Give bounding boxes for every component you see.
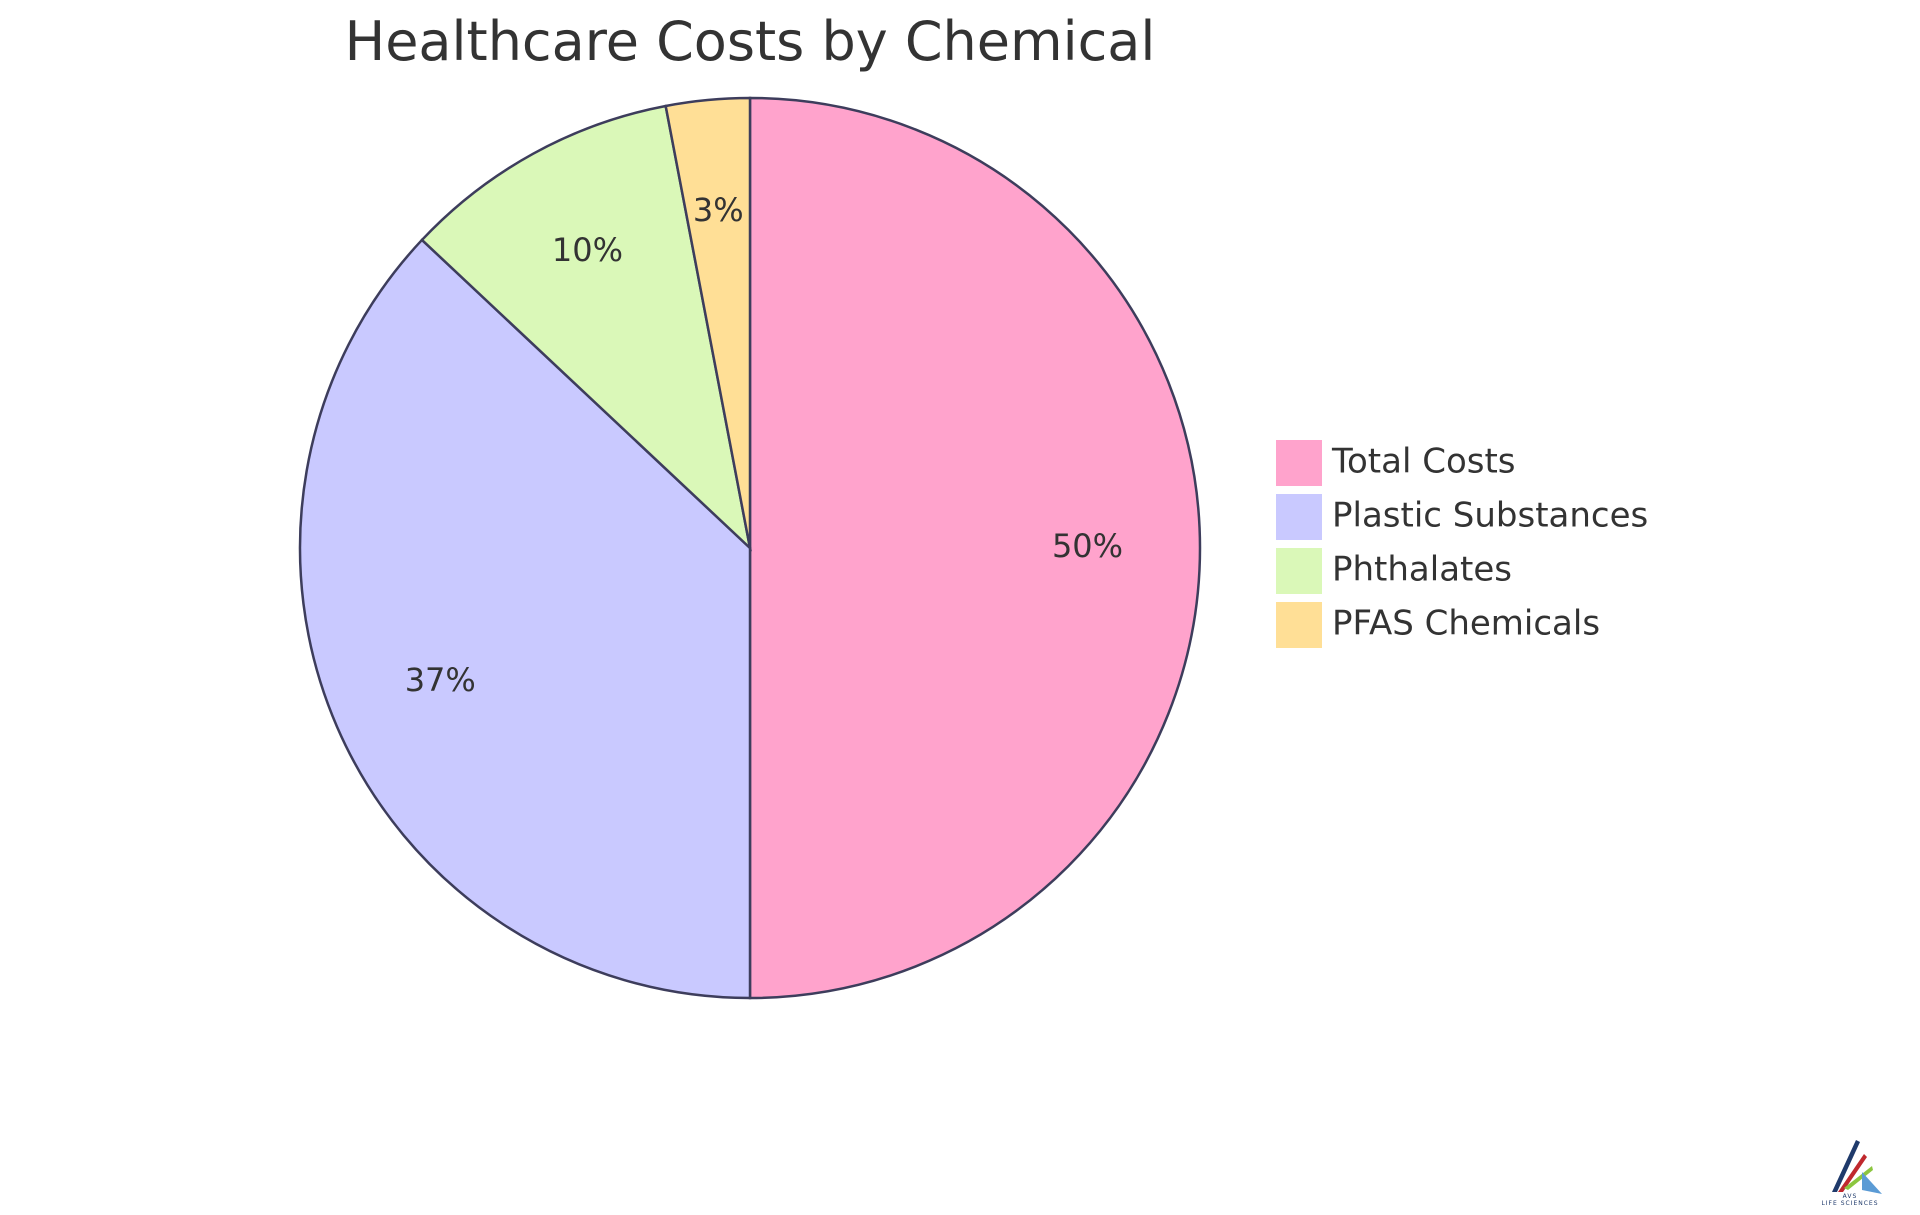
legend-swatch-phthalates bbox=[1276, 548, 1322, 594]
logo-bottom-text: LIFE SCIENCES bbox=[1821, 1200, 1878, 1207]
pie-slice-phthalates bbox=[420, 104, 752, 552]
slice-label-phthalates: 10% bbox=[552, 231, 623, 269]
logo-green-stroke bbox=[1844, 1166, 1873, 1190]
pie-slice-pfas-chemicals bbox=[664, 96, 752, 549]
legend-label-plastic-substances: Plastic Substances bbox=[1332, 496, 1648, 536]
legend-swatch-total-costs bbox=[1276, 440, 1322, 486]
slice-label-pfas-chemicals: 3% bbox=[693, 191, 744, 229]
logo-dark-stroke bbox=[1832, 1140, 1860, 1192]
pie-slices bbox=[298, 96, 1202, 1000]
legend-label-phthalates: Phthalates bbox=[1332, 550, 1512, 590]
slice-label-plastic-substances: 37% bbox=[405, 661, 476, 699]
logo-top-text: AVS bbox=[1843, 1193, 1858, 1200]
chart-legend: Total Costs Plastic Substances Phthalates P… bbox=[1276, 440, 1648, 648]
legend-swatch-pfas-chemicals bbox=[1276, 602, 1322, 648]
pie-slice-plastic-substances bbox=[298, 238, 752, 1000]
logo-red-stroke bbox=[1838, 1154, 1867, 1192]
company-logo: AVS LIFE SCIENCES bbox=[1821, 1140, 1882, 1207]
legend-label-pfas-chemicals: PFAS Chemicals bbox=[1332, 604, 1600, 644]
pie-slice-total-costs bbox=[748, 96, 1202, 1000]
logo-blue-triangle bbox=[1862, 1172, 1882, 1194]
legend-label-total-costs: Total Costs bbox=[1331, 442, 1516, 482]
legend-swatch-plastic-substances bbox=[1276, 494, 1322, 540]
pie-slice-labels: 50% 37% 10% 3% bbox=[405, 191, 1123, 699]
chart-title: Healthcare Costs by Chemical bbox=[345, 10, 1156, 73]
slice-label-total-costs: 50% bbox=[1052, 527, 1123, 565]
